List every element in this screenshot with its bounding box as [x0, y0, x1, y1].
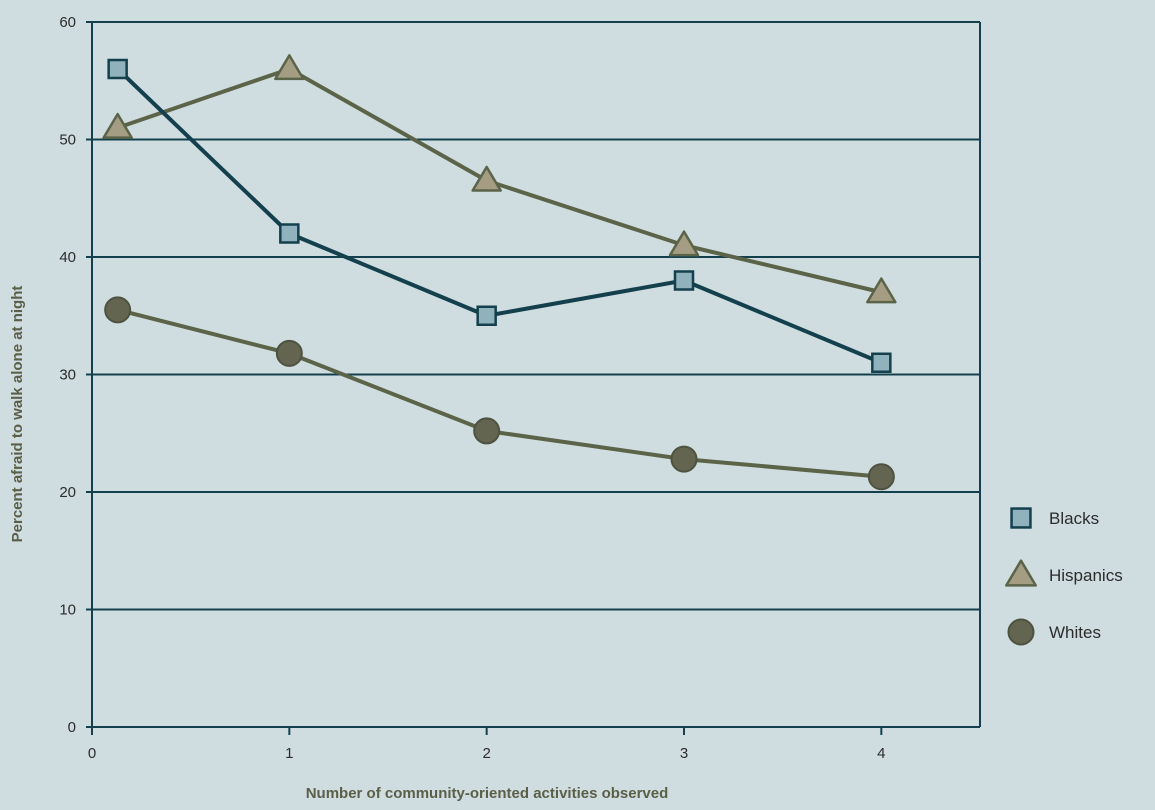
data-point-blacks-1: [279, 223, 300, 244]
y-tick-label-60: 60: [59, 14, 76, 31]
legend: Blacks Hispanics Whites: [1005, 507, 1123, 646]
y-tick-label-50: 50: [59, 132, 76, 149]
data-point-blacks-0: [107, 58, 128, 80]
y-tick-label-40: 40: [59, 249, 76, 266]
axes: 0 10 20 30 40 50 60 0 1 2 3 4: [59, 14, 981, 762]
legend-label-whites: Whites: [1049, 623, 1101, 642]
y-axis-title: Percent afraid to walk alone at night: [9, 286, 26, 543]
legend-marker-blacks: [1010, 507, 1032, 529]
data-point-whites-2: [473, 417, 501, 445]
data-point-hispanics-2: [471, 165, 502, 192]
legend-marker-whites: [1007, 618, 1035, 646]
data-point-whites-4: [867, 463, 895, 491]
x-axis-title: Number of community-oriented activities …: [306, 785, 669, 802]
legend-label-hispanics: Hispanics: [1049, 566, 1123, 585]
x-tick-label-1: 1: [285, 745, 293, 762]
y-tick-label-30: 30: [59, 367, 76, 384]
y-tick-label-0: 0: [68, 719, 76, 736]
legend-marker-hispanics: [1005, 559, 1037, 587]
x-tick-label-4: 4: [877, 745, 885, 762]
data-point-blacks-3: [673, 270, 695, 291]
series-line-blacks: [116, 67, 883, 365]
x-tick-label-3: 3: [680, 745, 688, 762]
data-point-hispanics-0: [102, 112, 133, 139]
y-tick-label-10: 10: [59, 602, 76, 619]
y-tick-label-20: 20: [59, 484, 76, 501]
x-tick-label-2: 2: [482, 745, 490, 762]
gridlines: [92, 21, 980, 611]
x-tick-label-0: 0: [88, 745, 96, 762]
data-point-hispanics-3: [668, 230, 700, 257]
data-point-blacks-2: [476, 305, 497, 326]
data-point-whites-0: [104, 296, 132, 324]
data-point-hispanics-1: [274, 54, 305, 81]
data-point-whites-1: [275, 339, 303, 367]
data-point-whites-3: [670, 445, 698, 473]
series: [102, 54, 897, 491]
series-line-whites: [117, 307, 882, 479]
data-point-blacks-4: [871, 352, 892, 373]
data-point-hispanics-4: [866, 277, 897, 304]
legend-label-blacks: Blacks: [1049, 509, 1099, 528]
